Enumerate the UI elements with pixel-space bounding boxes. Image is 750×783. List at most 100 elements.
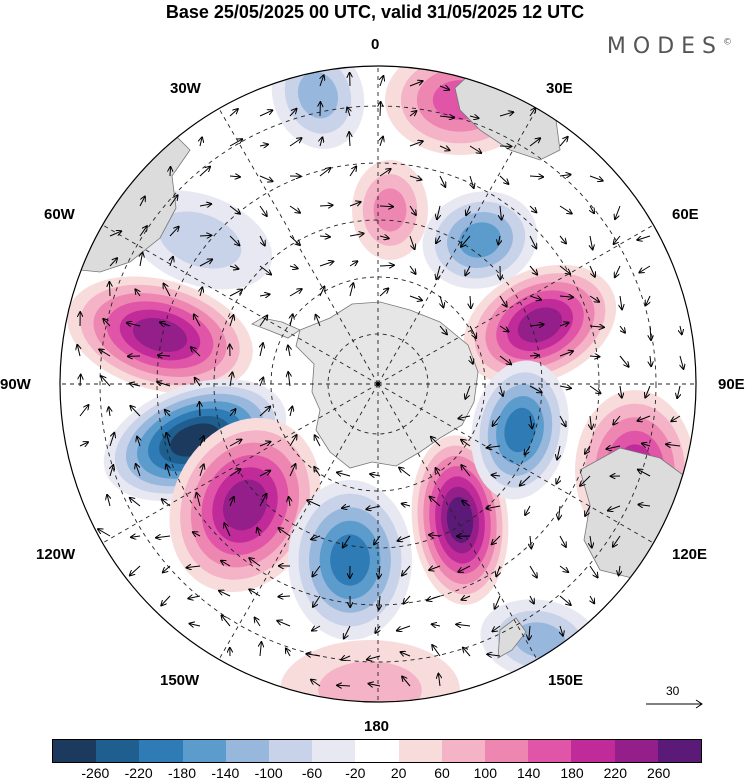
wind-arrow	[379, 206, 393, 207]
pos-anomaly-180	[280, 640, 460, 702]
colorbar-segment	[96, 740, 140, 762]
wind-arrow	[99, 349, 111, 357]
wind-arrow	[312, 626, 321, 631]
wind-arrow	[161, 595, 171, 605]
lon-label-120w: 120W	[36, 546, 76, 563]
wind-arrow	[349, 261, 357, 266]
wind-arrow	[259, 471, 270, 477]
wind-arrow	[347, 108, 350, 117]
colorbar	[52, 739, 702, 763]
wind-arrow	[259, 205, 267, 216]
wind-arrow	[229, 139, 242, 147]
wind-arrow	[499, 175, 508, 184]
wind-arrow	[680, 325, 682, 334]
wind-arrow	[229, 290, 242, 297]
wind-arrow	[466, 205, 470, 215]
wind-arrow	[614, 235, 621, 244]
wind-arrow	[314, 467, 321, 477]
wind-arrow	[529, 265, 537, 275]
wind-arrow	[436, 235, 440, 243]
lon-label-90w: 90W	[0, 376, 31, 393]
wind-arrow	[530, 415, 532, 428]
wind-arrow	[320, 137, 322, 147]
wind-arrow	[620, 295, 622, 309]
wind-arrow	[229, 469, 241, 477]
wind-arrow	[463, 648, 471, 657]
wind-arrow	[677, 385, 680, 398]
wind-arrow	[187, 566, 201, 568]
wind-arrow	[130, 565, 141, 575]
wind-arrow	[259, 407, 270, 417]
wind-arrow	[319, 168, 330, 177]
wind-arrow	[127, 323, 141, 326]
wind-arrow	[650, 355, 651, 366]
wind-arrow	[165, 410, 171, 417]
wind-arrow	[257, 528, 260, 537]
lon-label-0: 0	[371, 36, 380, 53]
wind-arrow	[349, 132, 350, 147]
wind-arrow	[620, 385, 622, 398]
wind-arrow	[456, 624, 471, 626]
wind-arrow	[499, 112, 513, 117]
wind-arrow	[615, 265, 621, 277]
wind-arrow	[590, 595, 594, 603]
wind-arrow	[458, 565, 471, 572]
wind-arrow	[619, 325, 625, 333]
anomaly-contour	[297, 71, 339, 119]
colorbar-tick-label: -100	[254, 765, 283, 781]
wind-arrow	[110, 465, 113, 477]
neg-anomaly-110e	[471, 360, 569, 500]
colorbar-tick-label: 260	[646, 765, 671, 781]
wind-arrow	[638, 505, 651, 507]
wind-arrow	[170, 167, 171, 177]
wind-arrow	[529, 355, 539, 356]
colorbar-tick-label: 220	[603, 765, 628, 781]
wind-arrow	[109, 231, 121, 237]
wind-arrow	[169, 195, 178, 207]
antarctic-peninsula	[251, 317, 301, 339]
colorbar-segment	[269, 740, 313, 762]
wind-arrow	[432, 624, 441, 626]
wind-arrow	[399, 468, 411, 477]
wind-arrow	[585, 445, 591, 454]
wind-arrow	[559, 175, 571, 177]
wind-arrow	[520, 475, 531, 486]
colorbar-segment	[225, 740, 270, 762]
lon-label-30w: 30W	[170, 80, 201, 97]
wind-arrow	[315, 435, 321, 447]
wind-arrow	[200, 464, 204, 477]
wind-arrow	[157, 382, 171, 387]
wind-arrow	[139, 226, 147, 237]
wind-arrow	[465, 265, 471, 275]
wind-arrow	[402, 677, 411, 687]
lon-label-60e: 60E	[672, 206, 699, 223]
wind-arrow	[379, 169, 391, 177]
colorbar-segment	[355, 740, 399, 762]
wind-arrow	[162, 499, 171, 507]
anomaly-contour	[132, 317, 188, 353]
wind-arrow	[289, 109, 297, 117]
pos-anomaly-140w	[169, 417, 321, 593]
wind-arrow	[166, 465, 170, 477]
colorbar-ticks: -260 -220 -180 -140 -100 -60 -20 20 60 100 140 180 2…	[0, 765, 750, 783]
anomaly-contour	[222, 479, 268, 531]
wind-arrow	[379, 265, 394, 266]
wind-arrow	[638, 470, 651, 477]
wind-arrow	[222, 616, 231, 627]
wind-arrow	[229, 440, 242, 447]
wind-arrow	[639, 265, 651, 273]
wind-arrow	[409, 265, 416, 274]
wind-arrow	[430, 497, 441, 507]
south-pole-marker	[376, 382, 380, 386]
colorbar-tick-label: -180	[167, 765, 197, 781]
wind-arrow	[311, 680, 321, 687]
wind-arrow	[290, 407, 292, 417]
wind-arrow	[259, 442, 270, 447]
wind-arrow	[462, 596, 471, 600]
wind-arrow	[259, 175, 273, 181]
colorbar-segment	[398, 740, 442, 762]
wind-arrow	[458, 416, 471, 419]
wind-arrow	[556, 475, 560, 484]
anomaly-contour	[459, 222, 501, 258]
